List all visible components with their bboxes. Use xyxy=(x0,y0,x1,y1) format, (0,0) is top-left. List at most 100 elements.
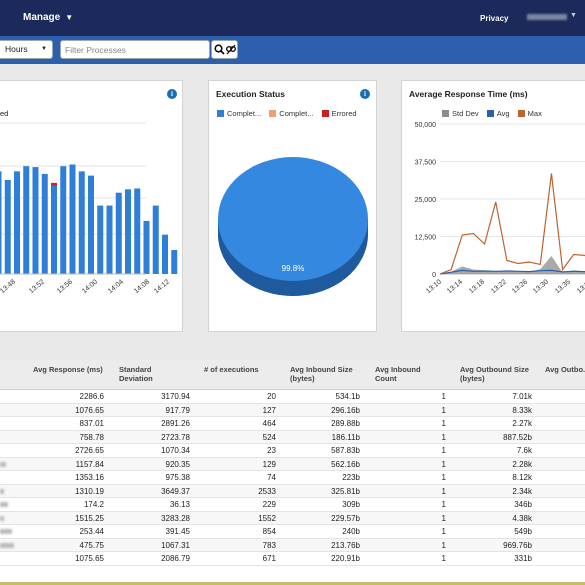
legend-item-completed-2[interactable]: Complet... xyxy=(269,109,313,118)
manage-menu[interactable]: Manage ▼ xyxy=(23,12,73,23)
table-row[interactable]: 2726.65 1070.34 23 587.83b 1 7.6k xyxy=(0,444,585,458)
bar[interactable] xyxy=(32,167,39,274)
column-header-avg-outbound-size[interactable]: Avg Outbound Size (bytes) xyxy=(460,365,529,383)
bar[interactable] xyxy=(60,166,67,274)
x-tick-label: 14:08 xyxy=(133,278,151,295)
column-header-avg-response[interactable]: Avg Response (ms) xyxy=(33,365,103,374)
table-row[interactable]: 475.75 1067.31 783 213.76b 1 969.76b xyxy=(0,538,585,552)
bar[interactable] xyxy=(134,188,141,274)
pie-slice-completed[interactable] xyxy=(218,157,368,281)
bar[interactable] xyxy=(78,171,85,274)
avg-response-time-panel: Average Response Time (ms) Std Dev Avg M… xyxy=(401,80,585,332)
bar[interactable] xyxy=(152,205,159,274)
bar[interactable] xyxy=(14,171,20,274)
info-icon[interactable]: i xyxy=(360,89,370,99)
bar-errored[interactable] xyxy=(51,182,57,186)
executions-bar-chart: 13:48 13:52 13:56 14:00 14:04 14:08 14:12 xyxy=(0,122,178,295)
legend-item-completed-1[interactable]: Complet... xyxy=(217,109,261,118)
table-cell: 289.88b xyxy=(331,419,360,428)
table-cell: 1067.31 xyxy=(161,540,190,550)
table-header: Avg Response (ms) Standard Deviation # o… xyxy=(0,360,585,390)
table-row[interactable]: 2286.6 3170.94 20 534.1b 1 7.01k xyxy=(0,390,585,404)
bar[interactable] xyxy=(51,185,57,274)
table-cell: 240b xyxy=(342,527,360,536)
column-header-avg-inbound-count[interactable]: Avg Inbound Count xyxy=(375,365,421,383)
bar[interactable] xyxy=(88,175,94,274)
x-tick-label: 13:14 xyxy=(446,278,464,295)
legend-item-max[interactable]: Max xyxy=(517,109,542,118)
bar[interactable] xyxy=(97,205,104,274)
x-tick-label: 13:56 xyxy=(56,278,74,295)
process-name xyxy=(0,515,4,521)
series-avg[interactable] xyxy=(439,269,585,275)
column-header-executions[interactable]: # of executions xyxy=(204,365,259,374)
x-tick-label: 14:04 xyxy=(107,278,125,295)
table-row[interactable]: 1310.19 3649.37 2533 325.81b 1 2.34k xyxy=(0,484,585,498)
filter-processes-input[interactable] xyxy=(60,40,210,59)
table-row[interactable]: 1157.84 920.35 129 562.16b 1 2.28k xyxy=(0,457,585,471)
table-cell: 524 xyxy=(262,432,276,442)
table-cell: 1 xyxy=(441,486,446,496)
table-cell: 549b xyxy=(514,527,532,536)
table-row[interactable]: 1353.16 975.38 74 223b 1 8.12k xyxy=(0,471,585,485)
search-button[interactable] xyxy=(211,40,238,59)
table-row[interactable]: 1075.65 2086.79 671 220.91b 1 331b xyxy=(0,552,585,566)
table-body: 2286.6 3170.94 20 534.1b 1 7.01k 1076.65 917.79… xyxy=(0,390,585,585)
legend-swatch xyxy=(442,110,449,117)
table-cell: 2723.78 xyxy=(161,432,190,442)
series-max[interactable] xyxy=(439,173,585,275)
legend-label: Max xyxy=(527,109,542,118)
bar[interactable] xyxy=(0,171,2,274)
table-row[interactable]: 837.01 2891.26 464 289.88b 1 2.27k xyxy=(0,417,585,431)
table-cell: 220.91b xyxy=(331,554,360,563)
table-cell: 2891.26 xyxy=(161,419,190,428)
table-cell: 534.1b xyxy=(335,392,360,401)
column-header-avg-outbound-count[interactable]: Avg Outbo... xyxy=(545,365,585,374)
legend-item-errored[interactable]: Errored xyxy=(321,109,357,118)
bar[interactable] xyxy=(69,164,76,275)
y-tick-label: 25,000 xyxy=(415,197,437,204)
bar[interactable] xyxy=(106,205,113,274)
bar[interactable] xyxy=(143,220,150,274)
x-tick-label: 13:48 xyxy=(0,278,17,295)
bar[interactable] xyxy=(171,250,178,274)
table-cell: 1070.34 xyxy=(161,446,190,455)
table-cell: 2533 xyxy=(258,486,276,496)
column-header-std-dev[interactable]: Standard Deviation xyxy=(119,365,153,383)
privacy-link[interactable]: Privacy xyxy=(480,14,509,23)
bar[interactable] xyxy=(41,173,48,274)
table-cell: 920.35 xyxy=(165,459,190,469)
time-range-select[interactable]: Hours ▼ xyxy=(0,40,53,59)
x-tick-label: 14:12 xyxy=(153,278,171,295)
table-cell: 23 xyxy=(267,446,276,455)
x-tick-label: 13:22 xyxy=(490,278,508,295)
table-cell: 2726.65 xyxy=(75,446,104,455)
table-row[interactable]: 253.44 391.45 854 240b 1 549b xyxy=(0,525,585,539)
bar[interactable] xyxy=(162,234,168,274)
table-row[interactable]: 174.2 36.13 229 309b 1 346b xyxy=(0,498,585,512)
table-row[interactable]: 1515.25 3283.28 1552 229.57b 1 4.38k xyxy=(0,511,585,525)
table-row[interactable]: 1076.65 917.79 127 296.16b 1 8.33k xyxy=(0,403,585,417)
account-chevron-icon[interactable]: ▼ xyxy=(570,12,577,19)
table-cell: 346b xyxy=(514,500,532,509)
legend-item-avg[interactable]: Avg xyxy=(486,109,510,118)
column-header-avg-inbound-size[interactable]: Avg Inbound Size (bytes) xyxy=(290,365,353,383)
table-row[interactable]: 758.78 2723.78 524 186.11b 1 887.52b xyxy=(0,430,585,444)
table-cell: 127 xyxy=(262,405,276,415)
table-cell: 2.27k xyxy=(512,419,532,428)
table-cell: 223b xyxy=(342,473,360,482)
account-name[interactable] xyxy=(527,14,567,20)
bar[interactable] xyxy=(23,166,30,274)
bar[interactable] xyxy=(115,192,122,274)
series-std-dev[interactable] xyxy=(440,256,585,274)
table-cell: 587.83b xyxy=(331,446,360,455)
bar[interactable] xyxy=(125,189,131,274)
manage-label: Manage xyxy=(23,12,61,23)
table-cell: 391.45 xyxy=(165,527,190,536)
info-icon[interactable]: i xyxy=(167,89,177,99)
legend-item-std-dev[interactable]: Std Dev xyxy=(442,109,479,118)
top-navigation-bar: Manage ▼ Privacy ▼ xyxy=(0,0,585,36)
bar[interactable] xyxy=(4,179,11,274)
x-tick-label: 13:18 xyxy=(468,278,486,295)
table-cell: 917.79 xyxy=(165,405,190,415)
